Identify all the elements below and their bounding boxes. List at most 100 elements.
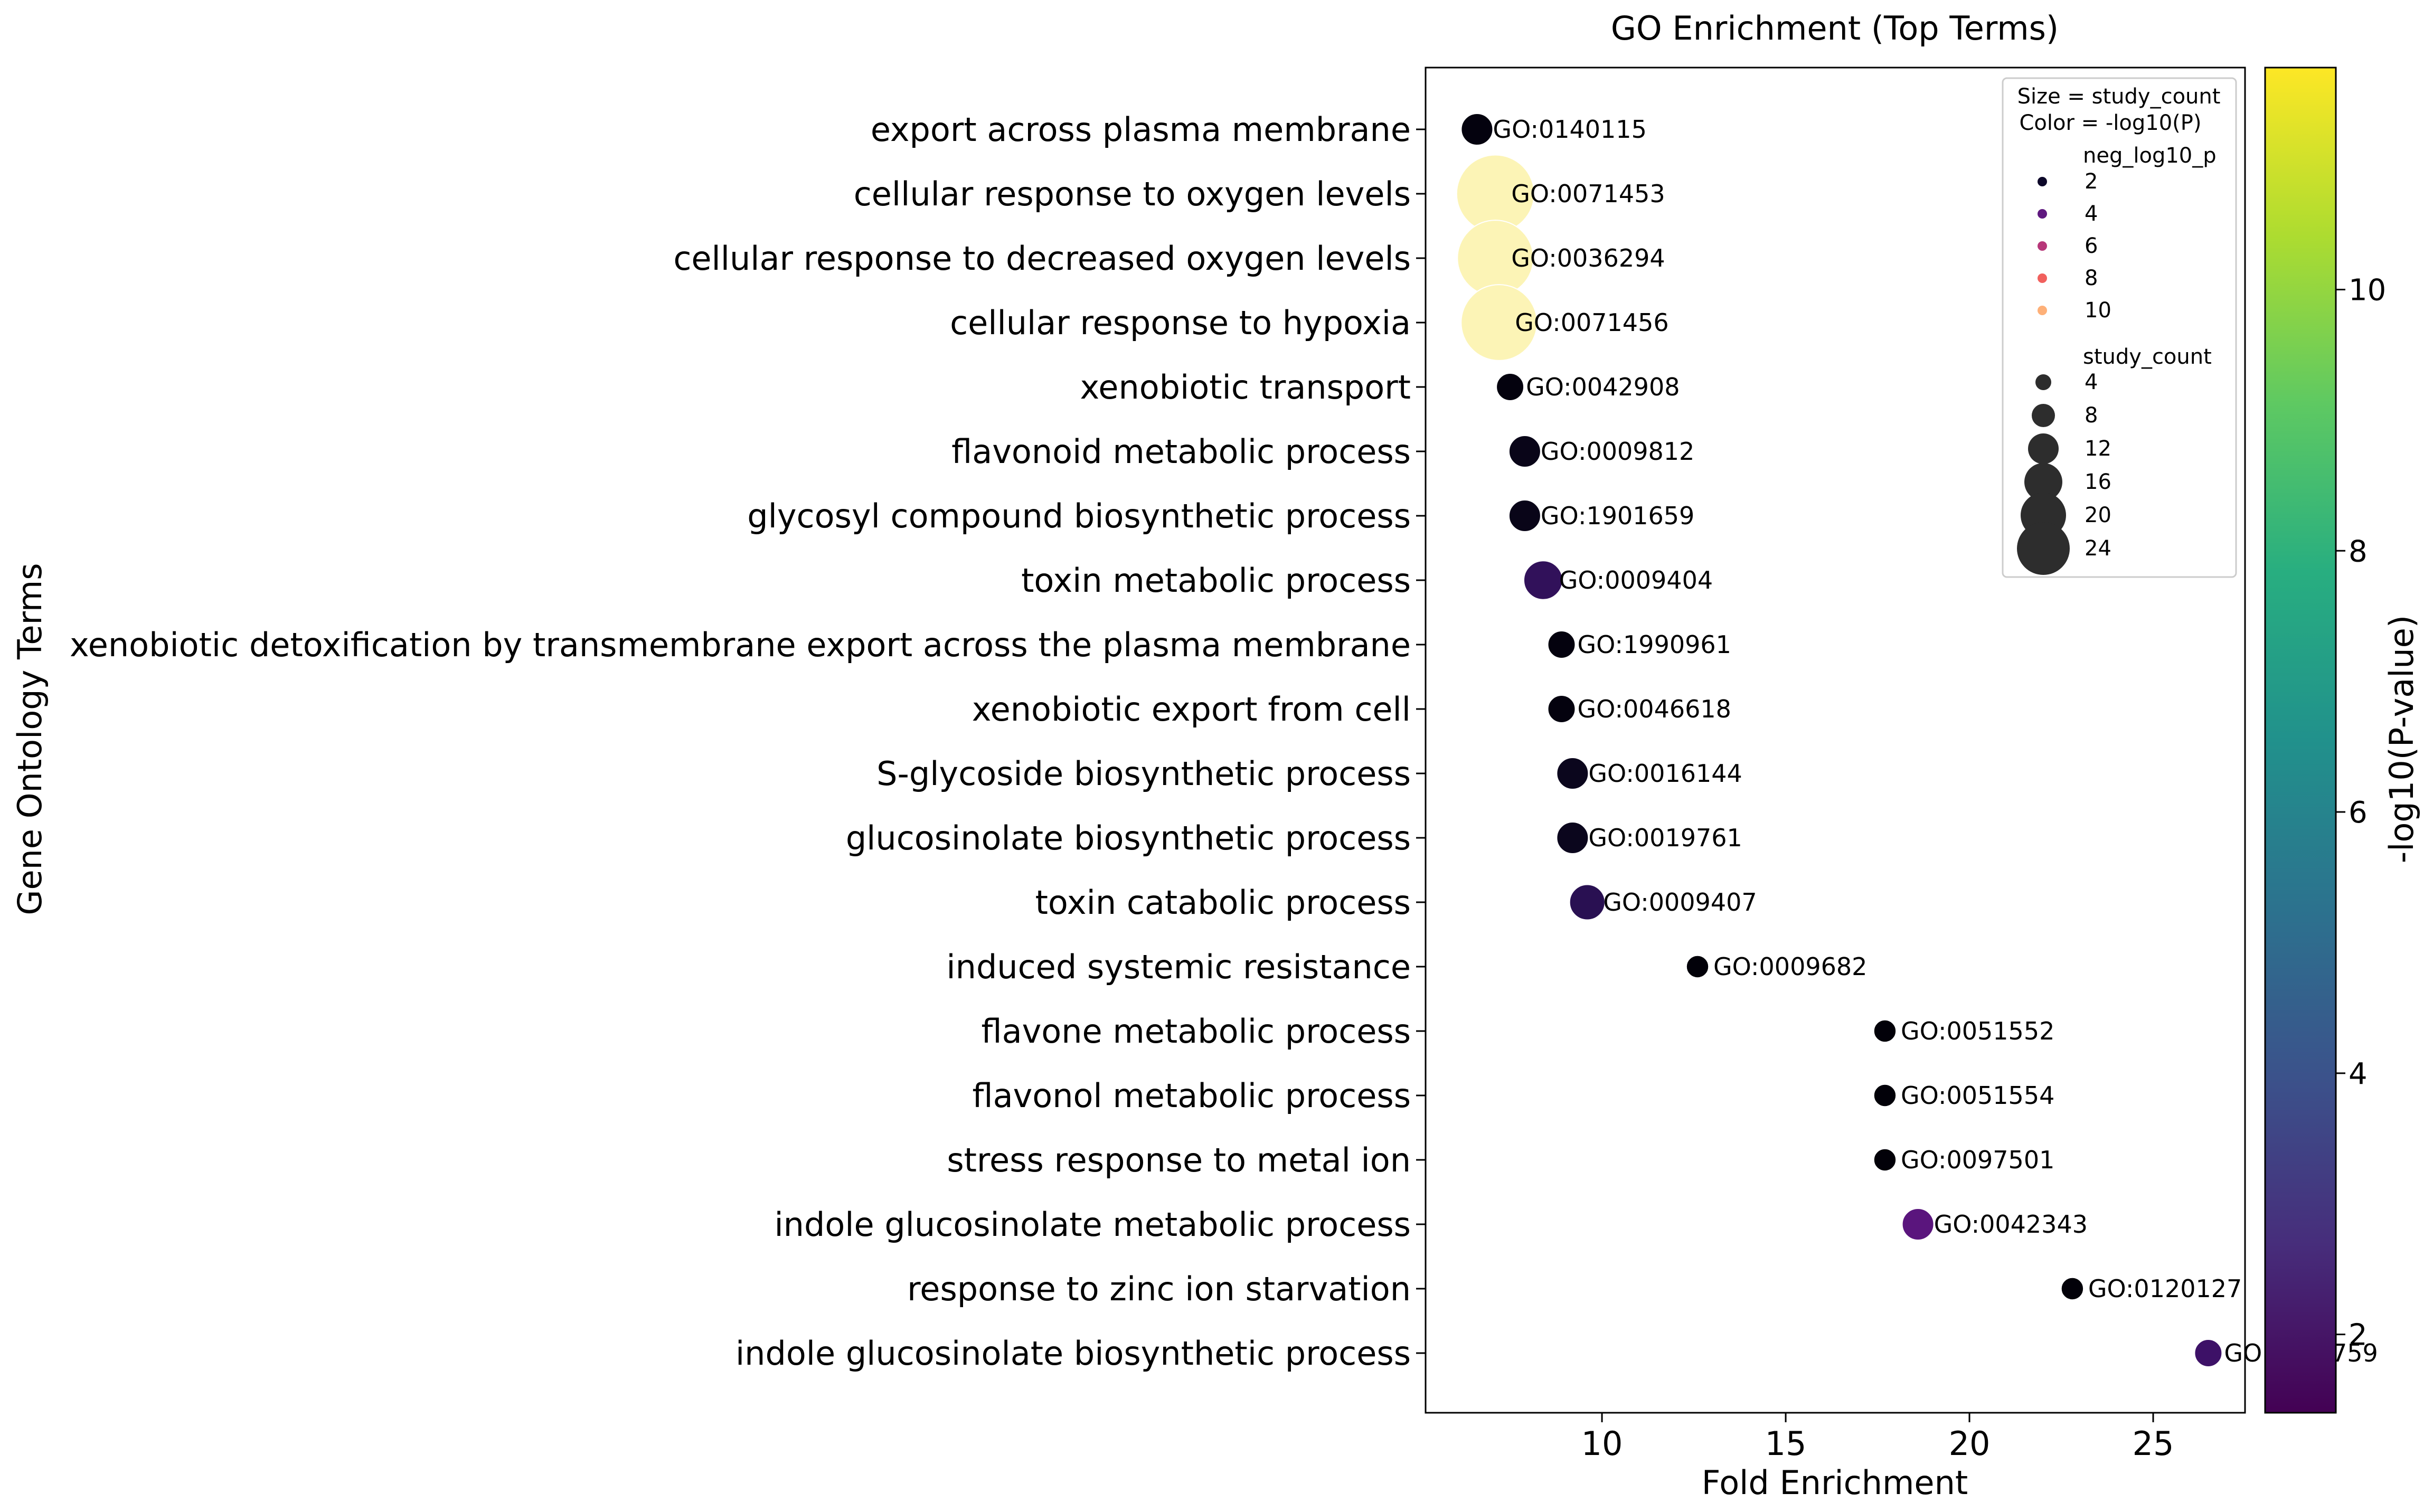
legend-size-entries: 4 8 12 16 20 24: [2017, 370, 2111, 575]
x-tick-label: 25: [2133, 1424, 2174, 1463]
data-point: [1901, 1208, 1935, 1241]
y-tick-label: indole glucosinolate metabolic process: [774, 1205, 1411, 1244]
data-point: [1556, 757, 1589, 790]
data-point: [2194, 1339, 2223, 1367]
x-tick-label: 15: [1765, 1424, 1807, 1463]
legend-hue-marker: [2038, 306, 2047, 315]
y-ticks: [1416, 128, 1426, 1354]
y-tick-label: cellular response to decreased oxygen le…: [673, 239, 1411, 278]
x-tick-label: 10: [1581, 1424, 1623, 1463]
legend-size-label: 8: [2085, 403, 2098, 428]
go-id-label: GO:0097501: [1901, 1146, 2054, 1174]
y-tick-label: xenobiotic export from cell: [972, 690, 1411, 729]
data-point: [1496, 373, 1525, 401]
legend-box: [2002, 77, 2237, 578]
data-point: [1873, 1083, 1897, 1108]
legend-title-color: Color = -log10(P): [2019, 111, 2201, 135]
data-points: [1456, 113, 2223, 1367]
legend-size-marker: [2035, 374, 2051, 390]
data-point: [1873, 1019, 1897, 1043]
go-id-label: GO:0009407: [1603, 888, 1757, 916]
legend-hue-label: 10: [2085, 298, 2111, 323]
y-tick-label: indole glucosinolate biosynthetic proces…: [735, 1334, 1411, 1373]
go-id-label: GO:1901659: [1541, 502, 1694, 530]
data-point: [1547, 630, 1576, 659]
y-tick-label: S-glycoside biosynthetic process: [876, 754, 1411, 793]
y-tick-label: cellular response to oxygen levels: [854, 175, 1411, 213]
colorbar-label: -log10(P-value): [2382, 615, 2421, 863]
go-id-label: GO:0042908: [1526, 373, 1680, 401]
x-ticks: [1601, 1413, 2154, 1422]
data-point: [1569, 884, 1606, 921]
x-axis-label: Fold Enrichment: [1702, 1463, 1968, 1502]
go-id-label: GO:0019761: [1588, 824, 1742, 852]
legend-size-label: 20: [2085, 503, 2111, 527]
colorbar-tick-label: 8: [2349, 534, 2368, 569]
y-tick-label: xenobiotic transport: [1080, 368, 1411, 407]
legend-hue-marker: [2038, 177, 2047, 186]
legend-size-title: study_count: [2083, 345, 2212, 369]
legend: Size = study_count Color = -log10(P) neg…: [2002, 77, 2237, 578]
go-id-label: GO:0120127: [2088, 1274, 2242, 1303]
colorbar-ticks: 2 4 6 8 10: [2336, 273, 2386, 1353]
colorbar-tick-label: 6: [2349, 796, 2368, 830]
legend-size-marker: [2028, 433, 2059, 464]
legend-hue-label: 8: [2085, 266, 2098, 290]
colorbar-tick-label: 4: [2349, 1057, 2368, 1091]
go-id-label: GO:0071453: [1511, 179, 1665, 208]
legend-size-marker: [2032, 404, 2055, 427]
go-id-label: GO:1990961: [1578, 630, 1731, 659]
data-point: [1460, 284, 1538, 361]
x-tick-labels: 10 15 20 25: [1581, 1424, 2174, 1463]
data-point: [1873, 1148, 1897, 1172]
data-point: [1685, 955, 1710, 979]
data-point: [1508, 499, 1541, 532]
legend-hue-marker: [2038, 241, 2047, 251]
data-point: [1556, 821, 1589, 854]
colorbar: 2 4 6 8 10 -log10(P-value): [2264, 67, 2421, 1414]
data-point: [1523, 560, 1563, 600]
colorbar-tick-label: 2: [2349, 1318, 2368, 1353]
y-tick-label: flavonoid metabolic process: [951, 432, 1411, 471]
go-id-label: GO:0051552: [1901, 1017, 2054, 1045]
y-tick-label: induced systemic resistance: [946, 948, 1411, 986]
y-axis-label: Gene Ontology Terms: [11, 563, 49, 915]
legend-size-label: 16: [2085, 470, 2111, 494]
legend-hue-marker: [2038, 209, 2047, 219]
x-tick-label: 20: [1949, 1424, 1991, 1463]
go-id-label: GO:0140115: [1493, 115, 1646, 144]
go-id-label: GO:0036294: [1511, 244, 1665, 272]
colorbar-tick-label: 10: [2349, 273, 2386, 308]
y-tick-label: stress response to metal ion: [947, 1141, 1411, 1179]
go-id-label: GO:0071456: [1515, 308, 1668, 337]
y-tick-labels: export across plasma membrane cellular re…: [70, 110, 1411, 1373]
go-id-label: GO:0009812: [1541, 437, 1694, 466]
data-point: [2060, 1277, 2085, 1301]
legend-hue-label: 2: [2085, 169, 2098, 194]
colorbar-gradient: [2264, 67, 2337, 1414]
go-id-label: GO:0009404: [1559, 566, 1713, 594]
go-id-label: GO:0042343: [1934, 1210, 2088, 1239]
go-id-label: GO:0051554: [1901, 1081, 2054, 1110]
go-id-label: GO:0009682: [1713, 952, 1867, 981]
y-tick-label: toxin catabolic process: [1035, 883, 1411, 922]
y-tick-label: cellular response to hypoxia: [950, 304, 1411, 342]
data-point: [1547, 695, 1576, 723]
legend-hue-label: 6: [2085, 234, 2098, 258]
legend-size-marker: [2024, 463, 2062, 501]
legend-hue-marker: [2038, 273, 2047, 283]
legend-size-label: 4: [2085, 370, 2098, 394]
legend-size-marker: [2017, 522, 2070, 575]
data-point: [1508, 435, 1541, 468]
plot-frame: [1425, 67, 2246, 1414]
y-tick-label: response to zinc ion starvation: [907, 1270, 1411, 1308]
legend-size-label: 12: [2085, 437, 2111, 461]
legend-title-size: Size = study_count: [2017, 84, 2221, 109]
go-id-label: GO:0046618: [1578, 695, 1731, 723]
y-tick-label: export across plasma membrane: [871, 110, 1411, 149]
y-tick-label: flavone metabolic process: [982, 1012, 1411, 1051]
legend-size-label: 24: [2085, 536, 2111, 561]
y-tick-label: glucosinolate biosynthetic process: [846, 819, 1411, 857]
y-tick-label: flavonol metabolic process: [973, 1076, 1411, 1115]
